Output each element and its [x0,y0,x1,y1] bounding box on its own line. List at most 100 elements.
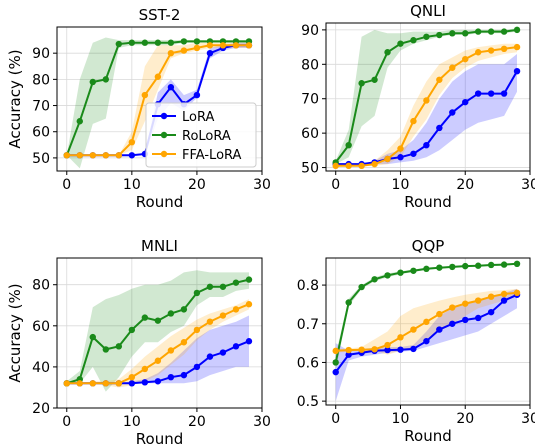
data-point [462,30,469,37]
data-point [474,314,482,322]
data-point [358,346,365,353]
data-point [513,43,521,51]
confidence-band [335,28,517,165]
x-tick-label: 10 [392,411,410,427]
data-point [345,162,352,170]
data-point [245,42,253,49]
legend-label: LoRA [182,110,214,125]
data-point [245,276,253,283]
data-point [474,28,482,35]
data-point [358,162,365,170]
y-tick-label: 20 [32,401,50,417]
confidence-band [335,43,517,166]
data-point [219,42,227,49]
data-point [474,49,482,56]
x-tick-label: 30 [521,411,535,427]
data-point [89,152,96,159]
data-point [410,345,417,353]
data-point [245,338,253,345]
data-point [410,37,417,44]
data-point [128,39,136,46]
data-point [180,38,188,45]
data-point [423,337,430,345]
data-point [397,346,404,353]
data-point [384,155,391,163]
data-point [76,152,83,159]
x-axis-label: Round [136,193,183,211]
data-point [500,297,508,304]
data-point [462,316,469,324]
plot-area [63,270,253,392]
chart-panel-2: 0 10 20 30 20 40 60 80 MNLI Round Accuracy (%) [6,237,271,445]
data-point [63,380,70,387]
data-point [371,276,378,283]
x-tick-label: 20 [456,411,474,427]
data-point [141,365,149,373]
data-point [206,42,214,49]
data-point [487,293,495,300]
data-point [102,346,110,353]
data-point [487,308,495,316]
data-point [332,162,339,170]
x-axis-label: Round [136,430,183,445]
y-axis-label: Accuracy (%) [6,49,24,148]
data-point [219,312,227,319]
data-point [345,141,352,149]
legend-marker [160,150,168,158]
data-point [167,39,175,46]
data-point [423,318,430,326]
x-tick-label: 0 [62,177,71,193]
data-point [128,326,136,334]
chart-title: MNLI [141,237,178,255]
confidence-band [335,288,517,402]
confidence-band [66,315,249,384]
data-point [436,124,443,132]
y-tick-label: 40 [32,360,50,376]
x-tick-label: 0 [331,411,340,427]
data-point [115,343,123,350]
data-point [513,289,521,297]
data-point [154,317,162,324]
y-tick-label: 90 [301,23,319,39]
data-point [345,346,352,354]
data-point [474,90,482,97]
data-point [423,97,430,104]
y-tick-label: 60 [32,319,50,335]
data-point [89,380,96,387]
data-point [180,339,188,346]
x-tick-label: 10 [123,414,141,430]
data-point [397,145,404,152]
data-point [449,263,456,271]
y-tick-label: 0.6 [297,355,319,371]
y-tick-label: 80 [32,72,50,88]
data-point [115,152,123,159]
data-point [449,109,456,116]
legend: LoRA RoLoRA FFA-LoRA [145,102,257,168]
data-point [180,371,188,379]
data-point [167,347,175,354]
confidence-band [66,42,249,156]
axes-frame [56,26,263,172]
data-point [487,90,495,97]
data-point [345,299,352,306]
y-tick-label: 50 [32,151,50,167]
data-point [232,306,240,313]
x-tick-label: 20 [456,177,474,193]
y-tick-label: 90 [32,46,50,62]
data-point [384,341,391,349]
data-point [219,349,227,356]
y-tick-label: 50 [301,161,319,177]
data-point [462,262,469,270]
data-point [513,67,521,75]
chart-panel-0: 0 10 20 30 50 60 70 80 90 SST-2 Round Accuracy (%) L… [6,6,271,211]
x-tick-label: 20 [188,414,206,430]
data-point [180,306,188,313]
data-point [371,76,378,83]
x-tick-label: 30 [521,177,535,193]
data-point [167,373,175,381]
data-point [332,347,339,355]
data-point [487,261,495,269]
data-point [154,357,162,364]
data-point [128,152,136,159]
y-tick-label: 60 [301,126,319,142]
